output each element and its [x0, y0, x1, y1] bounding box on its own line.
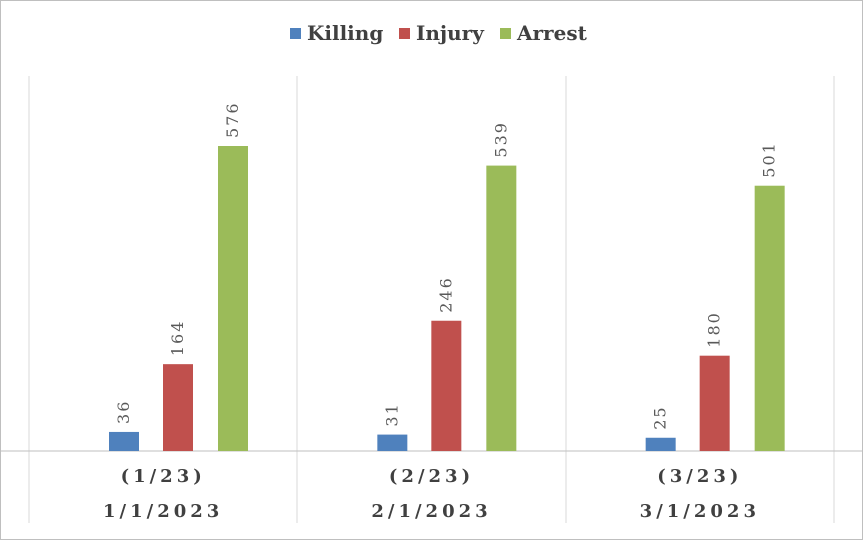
legend-swatch-killing — [290, 28, 301, 39]
category-label: (2/23) — [389, 466, 474, 487]
bar-injury-1 — [163, 364, 193, 451]
category-label: (3/23) — [657, 466, 742, 487]
category-label: (1/23) — [121, 466, 206, 487]
bar-arrest-2 — [486, 165, 517, 451]
legend-swatch-arrest — [500, 28, 511, 39]
bar-injury-3 — [699, 355, 730, 451]
bar-arrest-1 — [218, 146, 248, 451]
data-label-arrest-2: 539 — [491, 121, 510, 158]
bar-killing-3 — [645, 437, 676, 451]
data-label-killing-1: 36 — [114, 400, 133, 424]
data-label-injury-2: 246 — [436, 276, 455, 313]
category-date-label: 3/1/2023 — [640, 501, 760, 522]
data-label-arrest-1: 576 — [223, 101, 242, 138]
data-label-arrest-3: 501 — [760, 141, 779, 178]
bar-killing-2 — [377, 434, 408, 451]
data-label-killing-3: 25 — [651, 405, 670, 429]
bar-injury-2 — [431, 320, 462, 451]
legend-swatch-injury — [399, 28, 410, 39]
bar-arrest-3 — [754, 185, 785, 451]
legend-label-arrest: Arrest — [516, 21, 588, 45]
legend-label-injury: Injury — [416, 21, 485, 45]
data-label-injury-3: 180 — [705, 311, 724, 348]
category-date-label: 1/1/2023 — [103, 501, 223, 522]
category-date-label: 2/1/2023 — [371, 501, 491, 522]
bar-killing-1 — [109, 431, 139, 451]
data-label-killing-2: 31 — [382, 402, 401, 426]
legend-label-killing: Killing — [307, 21, 383, 45]
data-label-injury-1: 164 — [168, 320, 187, 357]
